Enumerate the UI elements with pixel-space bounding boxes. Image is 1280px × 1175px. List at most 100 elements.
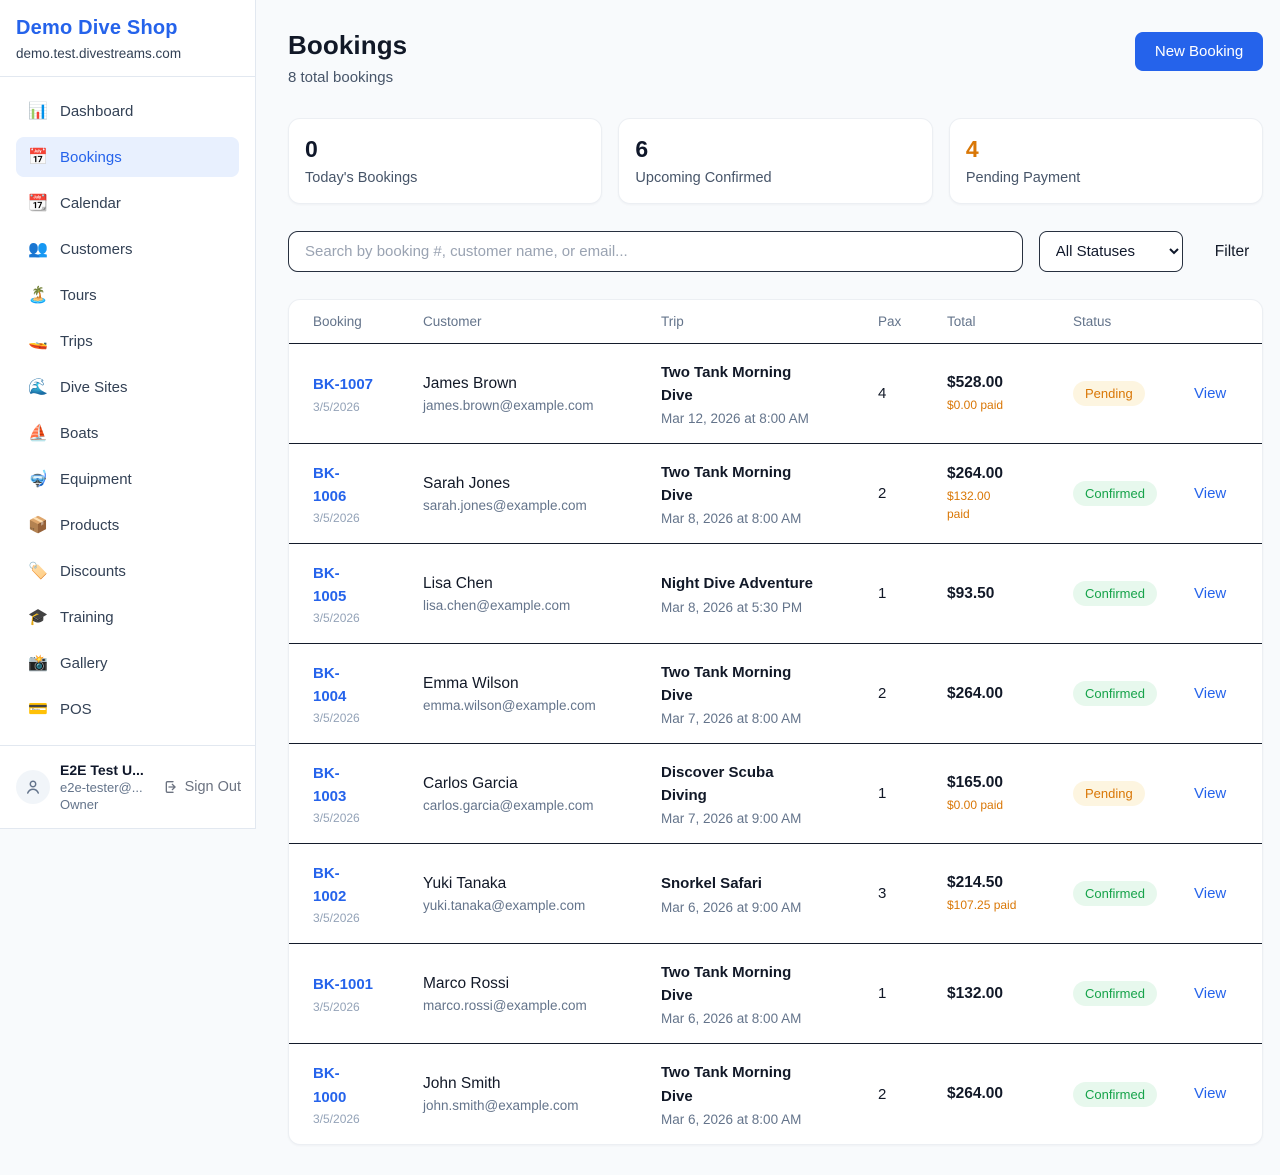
customer-email: emma.wilson@example.com bbox=[423, 697, 596, 713]
sidebar-item-bookings[interactable]: 📅 Bookings bbox=[16, 137, 239, 177]
sidebar-item-tours[interactable]: 🏝️ Tours bbox=[28, 286, 97, 305]
trip-datetime: Mar 8, 2026 at 5:30 PM bbox=[661, 599, 803, 615]
status-filter-select[interactable]: All Statuses bbox=[1038, 231, 1183, 272]
status-badge: Confirmed bbox=[1073, 1081, 1157, 1107]
pax-count: 1 bbox=[878, 585, 887, 602]
trip-name: Discover Scuba Diving bbox=[661, 763, 774, 804]
actions-cell: View bbox=[1194, 685, 1238, 703]
view-link[interactable]: View bbox=[1194, 784, 1227, 802]
booking-id-link[interactable]: BK- 1005 bbox=[313, 564, 347, 605]
sidebar-item-dashboard[interactable]: 📊 Dashboard bbox=[28, 102, 134, 121]
page-title: Bookings bbox=[288, 30, 408, 60]
stats-row: 0 Today's Bookings 6 Upcoming Confirmed … bbox=[288, 118, 1264, 204]
pos-icon: 💳 bbox=[28, 701, 48, 718]
customer-email: lisa.chen@example.com bbox=[423, 597, 571, 613]
booking-cell: BK-1001 3/5/2026 bbox=[313, 973, 423, 1013]
trip-cell: Discover Scuba Diving Mar 7, 2026 at 9:0… bbox=[661, 761, 878, 827]
tours-icon: 🏝️ bbox=[28, 287, 48, 304]
pax-count: 4 bbox=[878, 385, 887, 402]
total-amount: $132.00 bbox=[947, 984, 1004, 1002]
status-badge: Confirmed bbox=[1073, 481, 1157, 506]
status-badge: Confirmed bbox=[1073, 681, 1157, 706]
user-email: e2e-tester@... bbox=[60, 780, 143, 795]
trip-cell: Snorkel Safari Mar 6, 2026 at 9:00 AM bbox=[661, 872, 878, 914]
filter-controls: All Statuses Filter bbox=[288, 231, 1263, 272]
dive-sites-icon: 🌊 bbox=[28, 379, 48, 396]
sidebar-item-training[interactable]: 🎓 Training bbox=[28, 608, 114, 627]
view-link[interactable]: View bbox=[1194, 584, 1227, 602]
sidebar-item-pos[interactable]: 💳 POS bbox=[28, 700, 92, 719]
booking-id-link[interactable]: BK-1007 bbox=[313, 376, 374, 394]
booking-cell: BK- 1005 3/5/2026 bbox=[313, 562, 423, 626]
dashboard-icon: 📊 bbox=[28, 103, 48, 120]
sign-out-label: Sign Out bbox=[184, 779, 241, 795]
table-row: BK- 1000 3/5/2026 John Smith john.smith@… bbox=[289, 1044, 1262, 1144]
table-row: BK-1007 3/5/2026 James Brown james.brown… bbox=[289, 344, 1263, 444]
actions-cell: View bbox=[1194, 785, 1238, 803]
total-cell: $264.00 bbox=[947, 1085, 1073, 1103]
trip-datetime: Mar 12, 2026 at 8:00 AM bbox=[661, 411, 809, 427]
paid-amount: $107.25 paid bbox=[947, 897, 1017, 912]
status-badge: Pending bbox=[1073, 781, 1145, 806]
status-badge: Confirmed bbox=[1073, 981, 1157, 1006]
sidebar-item-discounts[interactable]: 🏷️ Discounts bbox=[28, 562, 126, 581]
sidebar-item-dive-sites[interactable]: 🌊 Dive Sites bbox=[28, 378, 128, 397]
sidebar-item-customers[interactable]: 👥 Customers bbox=[28, 240, 133, 259]
view-link[interactable]: View bbox=[1194, 884, 1227, 902]
sidebar-item-equipment[interactable]: 🤿 Equipment bbox=[28, 470, 132, 489]
customer-cell: Emma Wilson emma.wilson@example.com bbox=[423, 675, 661, 713]
total-amount: $165.00 bbox=[947, 773, 1004, 791]
total-cell: $264.00 bbox=[947, 685, 1073, 703]
sidebar-item-trips[interactable]: 🚤 Trips bbox=[28, 332, 93, 351]
sidebar-item-boats[interactable]: ⛵ Boats bbox=[28, 424, 99, 443]
sidebar-item-gallery[interactable]: 📸 Gallery bbox=[28, 654, 108, 673]
booking-id-link[interactable]: BK- 1004 bbox=[313, 664, 347, 705]
sidebar-item-calendar[interactable]: 📆 Calendar bbox=[28, 194, 121, 213]
trip-datetime: Mar 6, 2026 at 8:00 AM bbox=[661, 1111, 802, 1127]
table-header-row: Booking Customer Trip Pax Total Status bbox=[289, 300, 1263, 344]
view-link[interactable]: View bbox=[1194, 984, 1227, 1002]
customer-email: yuki.tanaka@example.com bbox=[423, 897, 586, 913]
sidebar-item-products[interactable]: 📦 Products bbox=[28, 516, 120, 535]
status-cell: Confirmed bbox=[1073, 881, 1194, 906]
trip-name: Night Dive Adventure bbox=[661, 575, 813, 593]
trip-cell: Two Tank Morning Dive Mar 12, 2026 at 8:… bbox=[661, 361, 878, 427]
booking-id-link[interactable]: BK- 1002 bbox=[313, 864, 347, 905]
sign-out-button[interactable]: Sign Out bbox=[163, 779, 241, 795]
customer-cell: Carlos Garcia carlos.garcia@example.com bbox=[423, 775, 661, 813]
customer-email: john.smith@example.com bbox=[423, 1098, 579, 1113]
booking-id-link[interactable]: BK- 1000 bbox=[313, 1065, 347, 1106]
customer-cell: Sarah Jones sarah.jones@example.com bbox=[423, 475, 661, 513]
search-input[interactable] bbox=[288, 231, 1023, 272]
training-icon: 🎓 bbox=[28, 609, 48, 626]
actions-cell: View bbox=[1194, 985, 1238, 1003]
table-row: BK- 1004 3/5/2026 Emma Wilson emma.wilso… bbox=[289, 644, 1263, 744]
customer-cell: James Brown james.brown@example.com bbox=[423, 375, 661, 413]
booking-id-link[interactable]: BK- 1003 bbox=[313, 764, 347, 805]
trip-datetime: Mar 7, 2026 at 8:00 AM bbox=[661, 711, 802, 727]
booking-id-link[interactable]: BK-1001 bbox=[313, 976, 374, 994]
customer-name: Yuki Tanaka bbox=[423, 874, 507, 892]
customer-name: John Smith bbox=[423, 1075, 501, 1092]
trip-datetime: Mar 6, 2026 at 8:00 AM bbox=[661, 1011, 802, 1027]
view-link[interactable]: View bbox=[1194, 384, 1227, 402]
column-header-pax: Pax bbox=[878, 314, 902, 329]
trip-name: Two Tank Morning Dive bbox=[661, 963, 792, 1004]
booking-id-link[interactable]: BK- 1006 bbox=[313, 464, 347, 505]
view-link[interactable]: View bbox=[1194, 484, 1227, 502]
actions-cell: View bbox=[1194, 885, 1238, 903]
sidebar-nav: 📊 Dashboard 📅 Bookings 📆 Calendar 👥 Cust… bbox=[0, 77, 255, 745]
actions-cell: View bbox=[1194, 585, 1238, 603]
trip-name: Two Tank Morning Dive bbox=[661, 663, 792, 704]
view-link[interactable]: View bbox=[1194, 1085, 1227, 1102]
trips-icon: 🚤 bbox=[28, 333, 48, 350]
filter-button[interactable]: Filter bbox=[1199, 243, 1263, 261]
customer-name: Marco Rossi bbox=[423, 974, 510, 992]
new-booking-button[interactable]: New Booking bbox=[1134, 32, 1264, 71]
table-row: BK- 1003 3/5/2026 Carlos Garcia carlos.g… bbox=[289, 744, 1263, 844]
column-header-status: Status bbox=[1073, 314, 1112, 329]
trip-name: Snorkel Safari bbox=[661, 875, 762, 893]
booking-created-date: 3/5/2026 bbox=[313, 711, 360, 726]
view-link[interactable]: View bbox=[1194, 684, 1227, 702]
paid-amount: $0.00 paid bbox=[947, 397, 1004, 412]
